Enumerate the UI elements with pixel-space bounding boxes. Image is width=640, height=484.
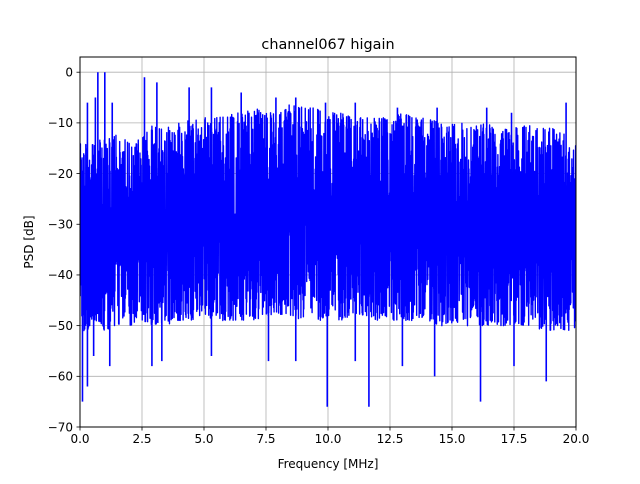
y-tick-label: −10 bbox=[48, 116, 73, 130]
x-tick-label: 15.0 bbox=[439, 432, 466, 446]
psd-trace bbox=[80, 104, 576, 332]
x-tick-label: 12.5 bbox=[377, 432, 404, 446]
y-tick-label: −70 bbox=[48, 420, 73, 434]
x-tick-label: 0.0 bbox=[70, 432, 89, 446]
x-axis-label: Frequency [MHz] bbox=[278, 457, 379, 471]
x-tick-label: 17.5 bbox=[501, 432, 528, 446]
x-tick-label: 5.0 bbox=[194, 432, 213, 446]
x-tick-label: 2.5 bbox=[132, 432, 151, 446]
y-tick-label: −60 bbox=[48, 370, 73, 384]
y-tick-label: 0 bbox=[65, 66, 73, 80]
y-tick-label: −20 bbox=[48, 167, 73, 181]
y-tick-label: −30 bbox=[48, 218, 73, 232]
y-tick-label: −50 bbox=[48, 319, 73, 333]
y-tick-label: −40 bbox=[48, 268, 73, 282]
psd-series bbox=[80, 72, 576, 407]
axis-ticks: 0.0 2.5 5.0 7.5 10.0 12.5 15.0 17.5 20.0 0 −10 −20 −… bbox=[48, 66, 590, 446]
x-tick-label: 20.0 bbox=[563, 432, 590, 446]
y-axis-label: PSD [dB] bbox=[22, 215, 36, 268]
data-layer bbox=[80, 72, 576, 407]
x-tick-label: 10.0 bbox=[315, 432, 342, 446]
chart-title: channel067 higain bbox=[261, 37, 394, 53]
x-tick-label: 7.5 bbox=[256, 432, 275, 446]
